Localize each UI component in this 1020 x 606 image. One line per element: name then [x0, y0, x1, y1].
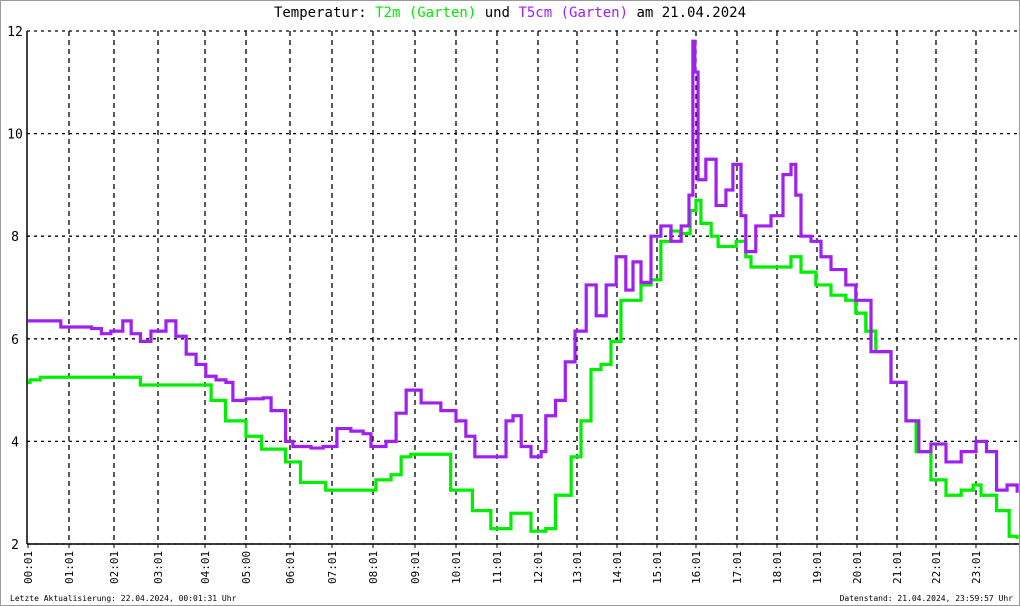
x-tick-label: 00:01 [22, 551, 35, 584]
y-tick-label: 12 [7, 25, 23, 40]
y-tick-label: 6 [11, 333, 19, 348]
series-line-t5cm [28, 39, 1019, 493]
y-tick-label: 10 [7, 128, 23, 143]
x-tick-label: 16:01 [690, 551, 703, 584]
x-tick-label: 19:01 [811, 551, 824, 584]
x-tick-label: 05:00 [240, 551, 253, 584]
x-tick-label: 06:01 [284, 551, 297, 584]
x-tick-label: 02:01 [108, 551, 121, 584]
title-series-t2m: T2m (Garten) [375, 5, 477, 21]
y-tick-label: 8 [11, 230, 19, 245]
x-tick-label: 07:01 [326, 551, 339, 584]
y-tick-label: 4 [11, 435, 19, 450]
x-tick-label: 22:01 [930, 551, 943, 584]
x-tick-label: 01:01 [63, 551, 76, 584]
title-middle: und [484, 5, 510, 21]
data-timestamp-label: Datenstand: 21.04.2024, 23:59:57 Uhr [839, 594, 1013, 603]
series-line-t2m [28, 198, 1019, 539]
x-tick-label: 10:01 [450, 551, 463, 584]
x-tick-label: 21:01 [891, 551, 904, 584]
chart-title: Temperatur: T2m (Garten) und T5cm (Garte… [1, 5, 1019, 21]
x-tick-label: 15:01 [651, 551, 664, 584]
title-series-t5cm: T5cm (Garten) [518, 5, 629, 21]
x-tick-label: 17:01 [731, 551, 744, 584]
x-tick-label: 08:01 [367, 551, 380, 584]
x-tick-label: 13:01 [571, 551, 584, 584]
last-update-label: Letzte Aktualisierung: 22.04.2024, 00:01… [10, 594, 237, 603]
x-tick-label: 03:01 [152, 551, 165, 584]
x-tick-label: 11:01 [491, 551, 504, 584]
title-prefix: Temperatur: [273, 5, 367, 21]
x-tick-label: 12:01 [532, 551, 545, 584]
x-tick-label: 20:01 [851, 551, 864, 584]
title-suffix: am 21.04.2024 [636, 5, 747, 21]
x-tick-label: 09:01 [409, 551, 422, 584]
y-tick-label: 2 [11, 538, 19, 553]
x-tick-label: 14:01 [611, 551, 624, 584]
x-tick-label: 23:01 [970, 551, 983, 584]
x-tick-label: 18:01 [771, 551, 784, 584]
x-tick-label: 04:01 [199, 551, 212, 584]
